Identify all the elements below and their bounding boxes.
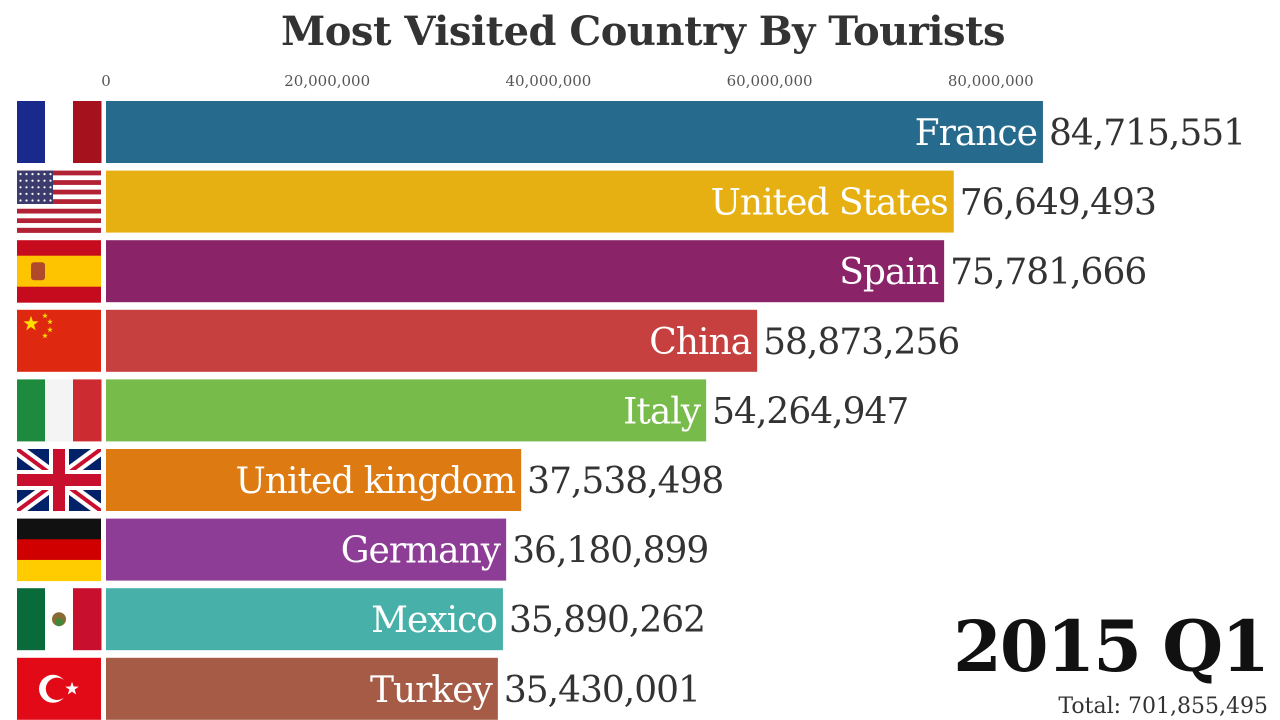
bar-value-label: 58,873,256	[763, 322, 959, 363]
x-tick-label: 0	[101, 72, 111, 90]
bar-value-label: 75,781,666	[950, 252, 1146, 293]
x-axis-ticks: 0 20,000,000 40,000,000 60,000,000 80,000,00…	[101, 72, 1034, 90]
bar-row: France 84,715,551	[106, 101, 1246, 163]
germany-flag-icon	[17, 518, 101, 582]
bar-category-label: Germany	[341, 531, 502, 572]
bar	[106, 240, 945, 303]
turkey-flag-icon	[17, 657, 101, 720]
usa-flag-icon	[17, 170, 101, 233]
bar-row: United States 76,649,493	[106, 170, 1157, 233]
bar-row: Spain 75,781,666	[106, 240, 1147, 303]
bar	[106, 588, 503, 651]
spain-flag-icon	[17, 240, 101, 303]
bar-category-label: United States	[711, 183, 948, 224]
bar	[106, 101, 1043, 163]
bar-row: United kingdom 37,538,498	[106, 449, 724, 511]
bar-row: China 58,873,256	[106, 309, 960, 372]
bar-value-label: 54,264,947	[712, 391, 908, 432]
france-flag-icon	[17, 101, 102, 163]
bar-row: Turkey 35,430,001	[106, 657, 701, 720]
x-tick-label: 60,000,000	[727, 72, 813, 90]
period-label: 2015 Q1	[953, 605, 1270, 688]
flags	[17, 101, 102, 720]
bar-category-label: Spain	[839, 252, 939, 293]
bar	[106, 309, 758, 372]
bar-category-label: Mexico	[371, 600, 497, 641]
bar-value-label: 84,715,551	[1049, 113, 1245, 154]
bar	[106, 657, 498, 720]
bar-category-label: France	[915, 113, 1037, 154]
bar	[106, 379, 707, 442]
bar-row: Italy 54,264,947	[106, 379, 909, 442]
chart-title: Most Visited Country By Tourists	[280, 8, 1006, 55]
mexico-flag-icon	[17, 588, 102, 651]
bar	[106, 518, 507, 581]
bar-category-label: United kingdom	[235, 461, 516, 502]
bar-value-label: 36,180,899	[512, 531, 708, 572]
x-tick-label: 40,000,000	[505, 72, 591, 90]
x-tick-label: 80,000,000	[948, 72, 1034, 90]
bar	[106, 170, 954, 233]
x-tick-label: 20,000,000	[284, 72, 370, 90]
total-label: Total: 701,855,495	[1058, 694, 1268, 719]
uk-flag-icon	[17, 449, 101, 511]
bar-category-label: Turkey	[370, 670, 494, 711]
bar-value-label: 37,538,498	[527, 461, 723, 502]
bar-category-label: China	[649, 322, 751, 363]
bar	[106, 449, 522, 511]
bar-value-label: 35,890,262	[509, 600, 705, 641]
bars: France 84,715,551 United States 76,649,493 S…	[106, 101, 1246, 720]
bar-category-label: Italy	[623, 391, 702, 432]
bar-value-label: 76,649,493	[960, 183, 1156, 224]
bar-row: Mexico 35,890,262	[106, 588, 706, 651]
bar-row: Germany 36,180,899	[106, 518, 709, 581]
bar-value-label: 35,430,001	[504, 670, 700, 711]
china-flag-icon	[17, 309, 101, 372]
italy-flag-icon	[17, 379, 102, 442]
